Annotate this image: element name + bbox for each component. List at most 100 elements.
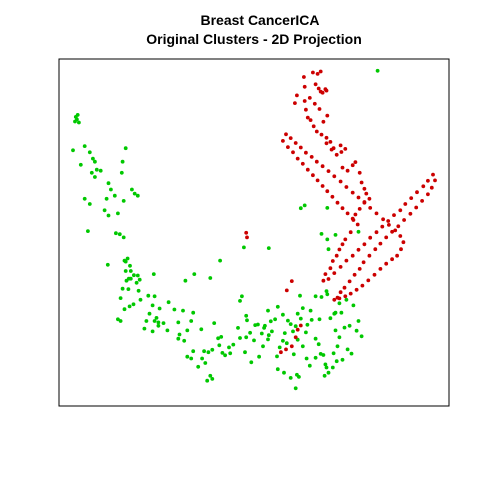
data-point bbox=[185, 354, 190, 359]
data-point bbox=[275, 354, 279, 359]
data-point bbox=[112, 193, 117, 198]
data-point bbox=[71, 148, 75, 153]
data-point bbox=[297, 375, 301, 379]
data-point bbox=[240, 294, 244, 299]
data-point bbox=[128, 263, 132, 268]
data-point bbox=[142, 326, 147, 331]
data-point bbox=[317, 107, 322, 111]
data-point bbox=[330, 365, 335, 370]
data-point bbox=[208, 373, 213, 378]
data-point bbox=[210, 377, 215, 381]
data-point bbox=[326, 370, 331, 375]
data-point bbox=[105, 262, 110, 267]
data-point bbox=[161, 321, 166, 325]
data-point bbox=[353, 160, 358, 165]
data-point bbox=[319, 232, 324, 236]
data-point bbox=[308, 308, 313, 313]
data-point bbox=[311, 173, 315, 178]
data-point bbox=[339, 150, 344, 154]
data-point bbox=[152, 319, 157, 323]
data-point bbox=[120, 159, 125, 164]
data-point bbox=[284, 347, 288, 352]
data-point bbox=[343, 237, 348, 242]
data-point bbox=[348, 230, 353, 235]
data-point bbox=[300, 344, 305, 349]
data-point bbox=[380, 224, 385, 229]
data-point bbox=[344, 185, 349, 189]
data-point bbox=[196, 364, 201, 369]
data-point bbox=[372, 272, 377, 277]
data-point bbox=[273, 317, 277, 322]
data-point bbox=[189, 356, 194, 361]
data-point bbox=[293, 386, 298, 391]
data-point bbox=[332, 271, 337, 275]
data-point bbox=[315, 178, 320, 183]
data-point bbox=[134, 280, 139, 285]
data-point bbox=[374, 211, 379, 216]
data-point bbox=[395, 253, 399, 258]
data-point bbox=[123, 269, 128, 273]
data-point bbox=[332, 311, 337, 316]
data-point bbox=[337, 296, 342, 301]
data-point bbox=[333, 328, 338, 333]
data-point bbox=[293, 141, 298, 145]
data-point bbox=[104, 196, 109, 201]
data-point bbox=[138, 297, 143, 302]
data-point bbox=[253, 323, 258, 327]
data-point bbox=[86, 229, 90, 234]
data-point bbox=[135, 273, 140, 278]
data-point bbox=[78, 162, 83, 167]
data-point bbox=[270, 329, 274, 334]
data-point bbox=[106, 213, 111, 218]
data-point bbox=[343, 147, 348, 151]
data-point bbox=[73, 119, 77, 124]
data-point bbox=[399, 247, 403, 252]
data-point bbox=[124, 278, 129, 283]
data-point bbox=[384, 261, 389, 266]
data-point bbox=[362, 186, 367, 191]
points-layer bbox=[71, 68, 437, 391]
data-point bbox=[320, 184, 325, 188]
data-point bbox=[353, 212, 358, 217]
data-point bbox=[396, 224, 401, 229]
data-point bbox=[291, 329, 295, 334]
data-point bbox=[402, 218, 406, 222]
data-point bbox=[263, 323, 267, 328]
data-point bbox=[150, 303, 155, 308]
data-point bbox=[316, 86, 321, 91]
data-point bbox=[335, 200, 340, 205]
data-point bbox=[238, 299, 242, 303]
data-point bbox=[401, 240, 406, 245]
data-point bbox=[223, 353, 228, 358]
data-point bbox=[302, 84, 307, 89]
data-point bbox=[298, 293, 302, 298]
data-point bbox=[118, 296, 123, 300]
data-point bbox=[367, 253, 372, 258]
data-point bbox=[130, 187, 134, 192]
data-point bbox=[82, 196, 87, 201]
data-point bbox=[245, 318, 249, 323]
data-point bbox=[114, 231, 118, 236]
data-point bbox=[344, 297, 349, 302]
data-point bbox=[342, 285, 347, 290]
data-point bbox=[257, 354, 261, 359]
data-point bbox=[295, 156, 300, 161]
data-point bbox=[313, 336, 318, 341]
data-point bbox=[420, 199, 424, 203]
data-point bbox=[324, 141, 329, 146]
data-point bbox=[338, 290, 343, 295]
data-point bbox=[117, 232, 122, 237]
data-point bbox=[409, 196, 414, 201]
data-point bbox=[298, 145, 303, 150]
data-point bbox=[307, 363, 312, 368]
data-point bbox=[132, 191, 137, 196]
data-point bbox=[248, 330, 253, 335]
data-point bbox=[426, 178, 430, 183]
data-point bbox=[304, 330, 308, 335]
data-point bbox=[328, 316, 333, 321]
data-point bbox=[109, 187, 113, 192]
data-point bbox=[331, 351, 336, 356]
series-1 bbox=[71, 68, 380, 391]
data-point bbox=[219, 335, 224, 339]
